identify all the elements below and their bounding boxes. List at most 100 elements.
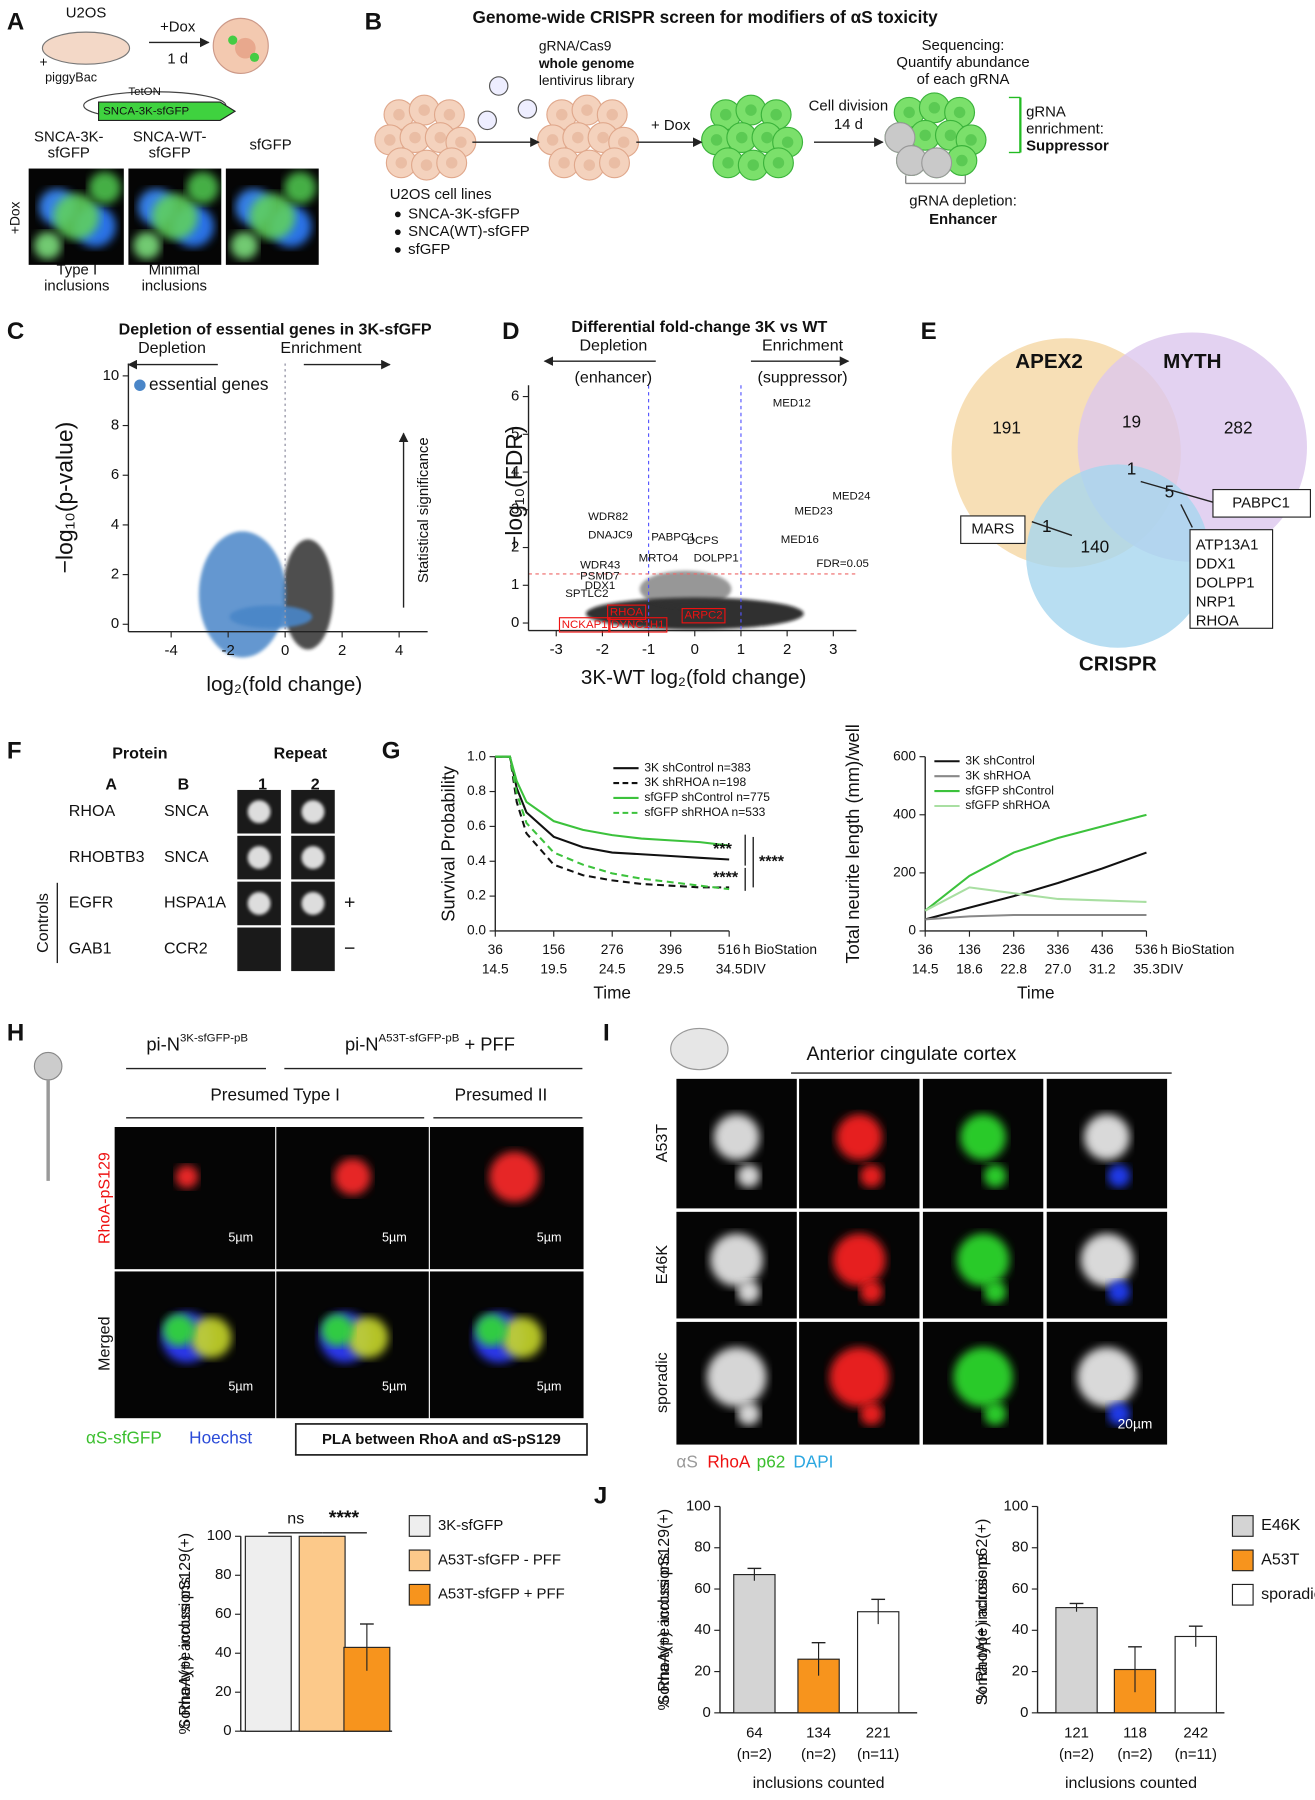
category-note: (n=11) bbox=[857, 1747, 899, 1763]
label: **** bbox=[329, 1507, 360, 1529]
legend-swatch bbox=[1231, 1515, 1254, 1537]
group-label: pi-N3K-sfGFP-pB bbox=[146, 1033, 248, 1055]
signal bbox=[983, 1164, 1007, 1188]
label: B bbox=[178, 776, 190, 794]
y-tick-label: 10 bbox=[103, 368, 120, 384]
label: Depletion bbox=[579, 336, 647, 354]
circle bbox=[249, 52, 260, 62]
callout-line bbox=[1180, 504, 1193, 528]
scale-label: 5µm bbox=[382, 1231, 407, 1245]
label: Anterior cingulate cortex bbox=[806, 1043, 1016, 1065]
y-tick-label: 60 bbox=[215, 1606, 232, 1622]
x-tick-label: 136 bbox=[958, 942, 981, 957]
circle bbox=[228, 35, 238, 45]
series-line bbox=[924, 851, 1147, 921]
y-tick-label: 4 bbox=[111, 517, 119, 533]
label: GAB1 bbox=[69, 940, 112, 958]
label: DIV bbox=[743, 962, 767, 977]
legend-swatch bbox=[1231, 1549, 1254, 1572]
label: sfGFP bbox=[249, 138, 291, 154]
point-cloud bbox=[198, 531, 286, 658]
label: + bbox=[40, 55, 48, 70]
signal bbox=[175, 1165, 199, 1189]
colony-image bbox=[291, 927, 335, 972]
nucleus bbox=[606, 108, 618, 121]
x-tick-label: 276 bbox=[601, 942, 624, 957]
label: DOLPP1 bbox=[1196, 576, 1255, 592]
y-tick-label: 40 bbox=[694, 1622, 711, 1638]
bar bbox=[733, 1574, 776, 1714]
gene-label: DNAJC9 bbox=[588, 529, 633, 541]
bullet bbox=[394, 211, 401, 218]
highlighted-gene: NCKAP1 bbox=[562, 619, 608, 631]
chart-title: Depletion of essential genes in 3K-sfGFP bbox=[119, 320, 432, 338]
label: Minimal bbox=[149, 263, 200, 279]
group-label-part: 3K-sfGFP-pB bbox=[180, 1033, 248, 1045]
highlighted-gene: RHOA bbox=[610, 606, 643, 618]
label: Depletion bbox=[138, 339, 206, 357]
label: CCR2 bbox=[164, 940, 208, 958]
label: 5 bbox=[1165, 482, 1175, 502]
series-line bbox=[924, 813, 1147, 912]
signal bbox=[1107, 1280, 1131, 1304]
signal bbox=[953, 1347, 1013, 1407]
label: Controls bbox=[34, 893, 52, 953]
colony bbox=[301, 846, 325, 870]
y-tick-label: 80 bbox=[1012, 1540, 1029, 1556]
legend-swatch bbox=[408, 1549, 431, 1572]
label: TetON bbox=[128, 86, 160, 98]
nucleus bbox=[903, 106, 915, 119]
label: PABPC1 bbox=[1232, 495, 1290, 511]
label: piggyBac bbox=[45, 70, 97, 84]
label: − bbox=[344, 937, 355, 959]
signal bbox=[151, 193, 198, 240]
bar bbox=[298, 1535, 346, 1732]
highlighted-gene: ARPC2 bbox=[684, 610, 722, 622]
nucleus bbox=[772, 157, 785, 169]
label: APEX2 bbox=[1015, 350, 1083, 373]
gene-label: SPTLC2 bbox=[565, 588, 608, 600]
nucleus bbox=[719, 108, 732, 121]
legend-label: p62 bbox=[757, 1451, 786, 1471]
y-tick-label: 8 bbox=[111, 417, 119, 433]
nucleus bbox=[583, 159, 596, 171]
x-tick-label: 516 bbox=[718, 942, 741, 957]
x-tick-label: 2 bbox=[338, 643, 346, 659]
label: 20µm bbox=[1118, 1417, 1153, 1432]
callout-box bbox=[1189, 529, 1274, 629]
group-label-part: pi-N bbox=[345, 1033, 379, 1054]
signal bbox=[88, 171, 121, 204]
signal bbox=[133, 231, 161, 260]
category-label: 118 bbox=[1123, 1725, 1147, 1741]
label: ATP13A1 bbox=[1196, 538, 1259, 554]
signal bbox=[162, 1314, 195, 1347]
legend-label: 3K shControl bbox=[965, 753, 1034, 767]
scale-label: 5µm bbox=[537, 1380, 562, 1394]
signal bbox=[1077, 1347, 1137, 1407]
label: + bbox=[344, 892, 355, 914]
label: E46K bbox=[653, 1245, 671, 1285]
x-tick-label: 3 bbox=[829, 642, 837, 658]
label: SNCA-3K-sfGFP bbox=[103, 105, 189, 117]
label: RHOA bbox=[1196, 613, 1239, 629]
y-tick-label: 0 bbox=[111, 616, 119, 632]
label: lentivirus library bbox=[539, 73, 635, 88]
gene-box bbox=[558, 617, 611, 633]
series-line bbox=[495, 755, 730, 891]
label: EGFR bbox=[69, 894, 114, 912]
signal bbox=[321, 1314, 354, 1347]
nucleus bbox=[443, 108, 456, 121]
x-tick-label: 4 bbox=[395, 643, 403, 659]
gene-label: DDX1 bbox=[585, 580, 616, 592]
y-label: Total neurite length (mm)/well bbox=[842, 724, 863, 963]
label: +Dox bbox=[8, 201, 23, 234]
y-tick-label: 6 bbox=[111, 467, 119, 483]
label: ns bbox=[287, 1509, 304, 1527]
legend-label: αS bbox=[676, 1451, 697, 1471]
x-tick-label: 536 bbox=[1135, 942, 1158, 957]
x-tick-label: 2 bbox=[783, 642, 791, 658]
label: sfGFP bbox=[48, 146, 90, 162]
panel-label: I bbox=[603, 1019, 610, 1046]
y-tick-label: 100 bbox=[207, 1528, 232, 1544]
y-tick-label: 100 bbox=[1004, 1498, 1029, 1514]
